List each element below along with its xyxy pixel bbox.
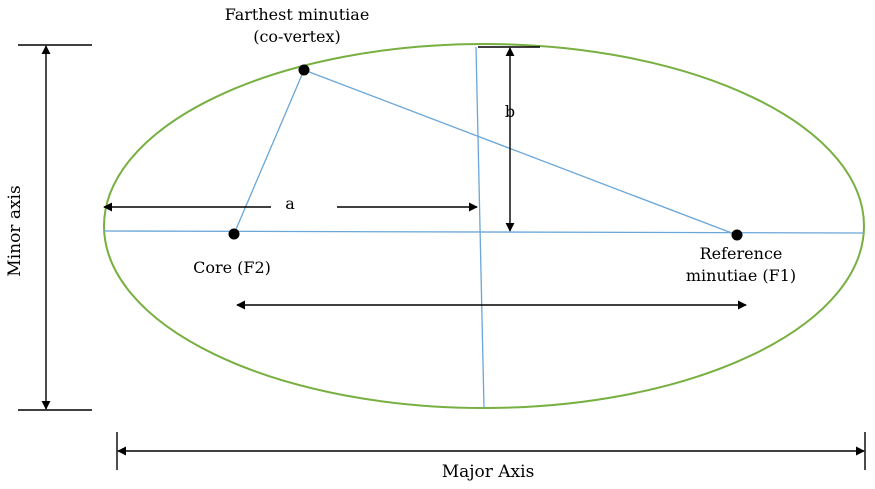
major-axis-line (103, 230, 865, 234)
a-label: a (285, 194, 295, 213)
core-label: Core (F2) (193, 258, 271, 277)
minor-axis-line (475, 46, 485, 409)
minor-axis-label: Minor axis (5, 185, 25, 276)
reference-point (731, 229, 743, 241)
reference-label: Reference (700, 244, 783, 263)
covertex-point (298, 64, 310, 76)
covertex-label: (co-vertex) (253, 27, 341, 46)
reference-minutiae-label: minutiae (F1) (686, 266, 796, 285)
b-label: b (505, 102, 515, 121)
major-axis-label: Major Axis (442, 462, 535, 482)
farthest-minutiae-label: Farthest minutiae (225, 5, 370, 24)
covertex-to-reference-line (303, 69, 738, 236)
ellipse-outline (103, 43, 865, 409)
core-point (228, 228, 240, 240)
